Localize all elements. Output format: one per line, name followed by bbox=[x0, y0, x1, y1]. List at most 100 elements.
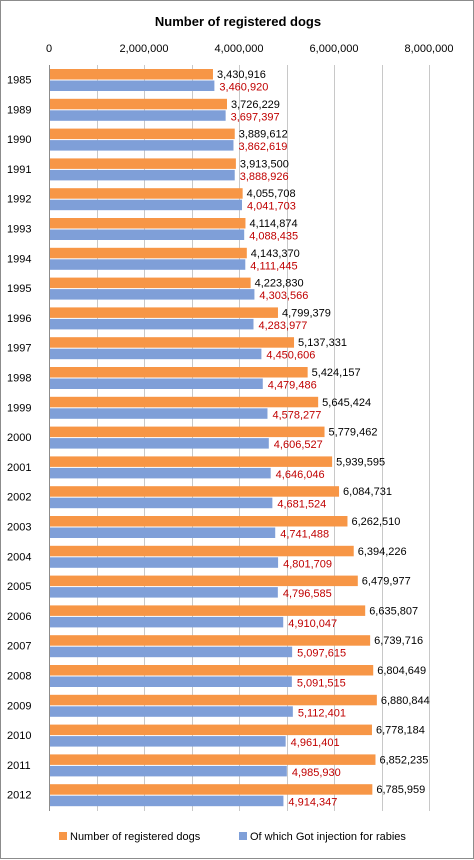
legend-swatch-registered-dogs bbox=[59, 832, 67, 840]
category-label: 1996 bbox=[7, 313, 31, 325]
bar-rabies-injection bbox=[50, 80, 215, 91]
bar-registered-dogs bbox=[50, 396, 319, 408]
bar-registered-dogs bbox=[50, 128, 235, 140]
data-label-registered-dogs: 6,479,977 bbox=[362, 576, 411, 588]
data-label-registered-dogs: 5,645,424 bbox=[322, 397, 371, 409]
bar-registered-dogs bbox=[50, 426, 325, 438]
data-label-registered-dogs: 6,880,844 bbox=[381, 695, 430, 707]
category-label: 1993 bbox=[7, 224, 31, 236]
category-label: 1985 bbox=[7, 75, 31, 87]
bar-rabies-injection bbox=[50, 259, 246, 270]
bar-rabies-injection bbox=[50, 646, 293, 658]
bar-rabies-injection bbox=[50, 497, 273, 509]
data-label-rabies-injection: 4,606,527 bbox=[274, 439, 323, 451]
x-tick-label: 6,000,000 bbox=[310, 43, 359, 55]
bar-registered-dogs bbox=[50, 277, 251, 289]
data-label-registered-dogs: 6,635,807 bbox=[369, 605, 418, 617]
category-labels: 1985 1989 1990 1991 1992 1993 1994 1995 1996 1997… bbox=[7, 75, 31, 802]
bar-registered-dogs bbox=[50, 665, 374, 676]
category-label: 1992 bbox=[7, 194, 31, 206]
bar-rabies-injection bbox=[50, 199, 242, 211]
bar-registered-dogs bbox=[50, 486, 340, 497]
data-label-rabies-injection: 3,888,926 bbox=[240, 171, 289, 183]
data-label-rabies-injection: 4,910,047 bbox=[288, 618, 337, 630]
category-label: 1989 bbox=[7, 104, 31, 116]
bar-rabies-injection bbox=[50, 229, 245, 240]
legend-swatch-rabies-injection bbox=[239, 832, 247, 840]
bar-rabies-injection bbox=[50, 706, 293, 717]
category-label: 1990 bbox=[7, 134, 31, 146]
data-label-registered-dogs: 3,430,916 bbox=[217, 69, 266, 81]
bar-registered-dogs bbox=[50, 69, 213, 80]
data-label-rabies-injection: 4,985,930 bbox=[292, 767, 341, 779]
bar-registered-dogs bbox=[50, 307, 278, 318]
bar-registered-dogs bbox=[50, 545, 354, 557]
category-label: 2008 bbox=[7, 671, 31, 683]
data-label-registered-dogs: 6,852,235 bbox=[379, 754, 428, 766]
bar-rabies-injection bbox=[50, 587, 278, 598]
data-label-rabies-injection: 5,097,615 bbox=[297, 648, 346, 660]
data-label-registered-dogs: 3,889,612 bbox=[239, 129, 288, 141]
bar-rabies-injection bbox=[50, 676, 292, 687]
category-label: 2003 bbox=[7, 522, 31, 534]
data-label-registered-dogs: 6,778,184 bbox=[376, 725, 425, 737]
data-label-registered-dogs: 6,785,959 bbox=[376, 784, 425, 796]
bar-rabies-injection bbox=[50, 318, 254, 330]
data-label-rabies-injection: 4,801,709 bbox=[283, 558, 332, 570]
bar-rabies-injection bbox=[50, 408, 268, 419]
data-label-registered-dogs: 5,137,331 bbox=[298, 337, 347, 349]
data-label-rabies-injection: 5,091,515 bbox=[297, 678, 346, 690]
data-label-rabies-injection: 4,111,445 bbox=[250, 260, 297, 272]
x-tick-label: 2,000,000 bbox=[120, 43, 169, 55]
x-tick-label: 4,000,000 bbox=[215, 43, 264, 55]
data-label-registered-dogs: 4,055,708 bbox=[247, 188, 296, 200]
data-label-rabies-injection: 4,450,606 bbox=[266, 350, 315, 362]
data-label-rabies-injection: 3,460,920 bbox=[219, 82, 268, 94]
data-label-registered-dogs: 6,804,649 bbox=[377, 665, 426, 677]
bar-registered-dogs bbox=[50, 724, 372, 736]
category-label: 2011 bbox=[7, 760, 31, 772]
category-label: 1994 bbox=[7, 253, 31, 265]
bar-registered-dogs bbox=[50, 247, 247, 259]
data-label-registered-dogs: 6,084,731 bbox=[343, 486, 392, 498]
legend-label-rabies-injection: Of which Got injection for rabies bbox=[250, 831, 406, 843]
x-axis-ticks: 0 2,000,000 4,000,000 6,000,000 8,000,000 bbox=[46, 43, 454, 55]
data-label-registered-dogs: 5,424,157 bbox=[312, 367, 361, 379]
category-label: 1999 bbox=[7, 402, 31, 414]
data-label-rabies-injection: 4,681,524 bbox=[277, 499, 326, 511]
data-label-rabies-injection: 4,088,435 bbox=[249, 231, 298, 243]
data-label-rabies-injection: 5,112,401 bbox=[298, 707, 346, 719]
category-label: 2010 bbox=[7, 730, 31, 742]
bar-registered-dogs bbox=[50, 605, 366, 616]
bar-registered-dogs bbox=[50, 98, 227, 110]
bar-registered-dogs bbox=[50, 694, 377, 706]
data-label-registered-dogs: 3,726,229 bbox=[231, 99, 280, 111]
category-label: 1995 bbox=[7, 283, 31, 295]
bar-rabies-injection bbox=[50, 169, 235, 181]
chart-title: Number of registered dogs bbox=[155, 14, 321, 29]
data-label-rabies-injection: 4,914,347 bbox=[288, 797, 337, 809]
legend-label-registered-dogs: Number of registered dogs bbox=[70, 831, 201, 843]
category-label: 2005 bbox=[7, 581, 31, 593]
bar-rabies-injection bbox=[50, 616, 284, 628]
data-label-rabies-injection: 4,961,401 bbox=[291, 737, 340, 749]
category-label: 2001 bbox=[7, 462, 31, 474]
legend: Number of registered dogs Of which Got in… bbox=[59, 831, 406, 843]
data-label-registered-dogs: 3,913,500 bbox=[240, 158, 289, 170]
bar-registered-dogs bbox=[50, 337, 295, 348]
data-label-rabies-injection: 4,479,486 bbox=[268, 380, 317, 392]
category-label: 1991 bbox=[7, 164, 31, 176]
category-label: 2007 bbox=[7, 641, 31, 653]
x-tick-label: 0 bbox=[46, 43, 52, 55]
data-label-registered-dogs: 4,114,874 bbox=[249, 218, 297, 230]
bar-registered-dogs bbox=[50, 456, 333, 467]
data-label-rabies-injection: 3,862,619 bbox=[238, 141, 287, 153]
bar-registered-dogs bbox=[50, 158, 236, 169]
category-label: 1998 bbox=[7, 373, 31, 385]
bar-rabies-injection bbox=[50, 765, 287, 777]
x-tick-label: 8,000,000 bbox=[405, 43, 454, 55]
category-label: 2012 bbox=[7, 790, 31, 802]
category-label: 1997 bbox=[7, 343, 31, 355]
